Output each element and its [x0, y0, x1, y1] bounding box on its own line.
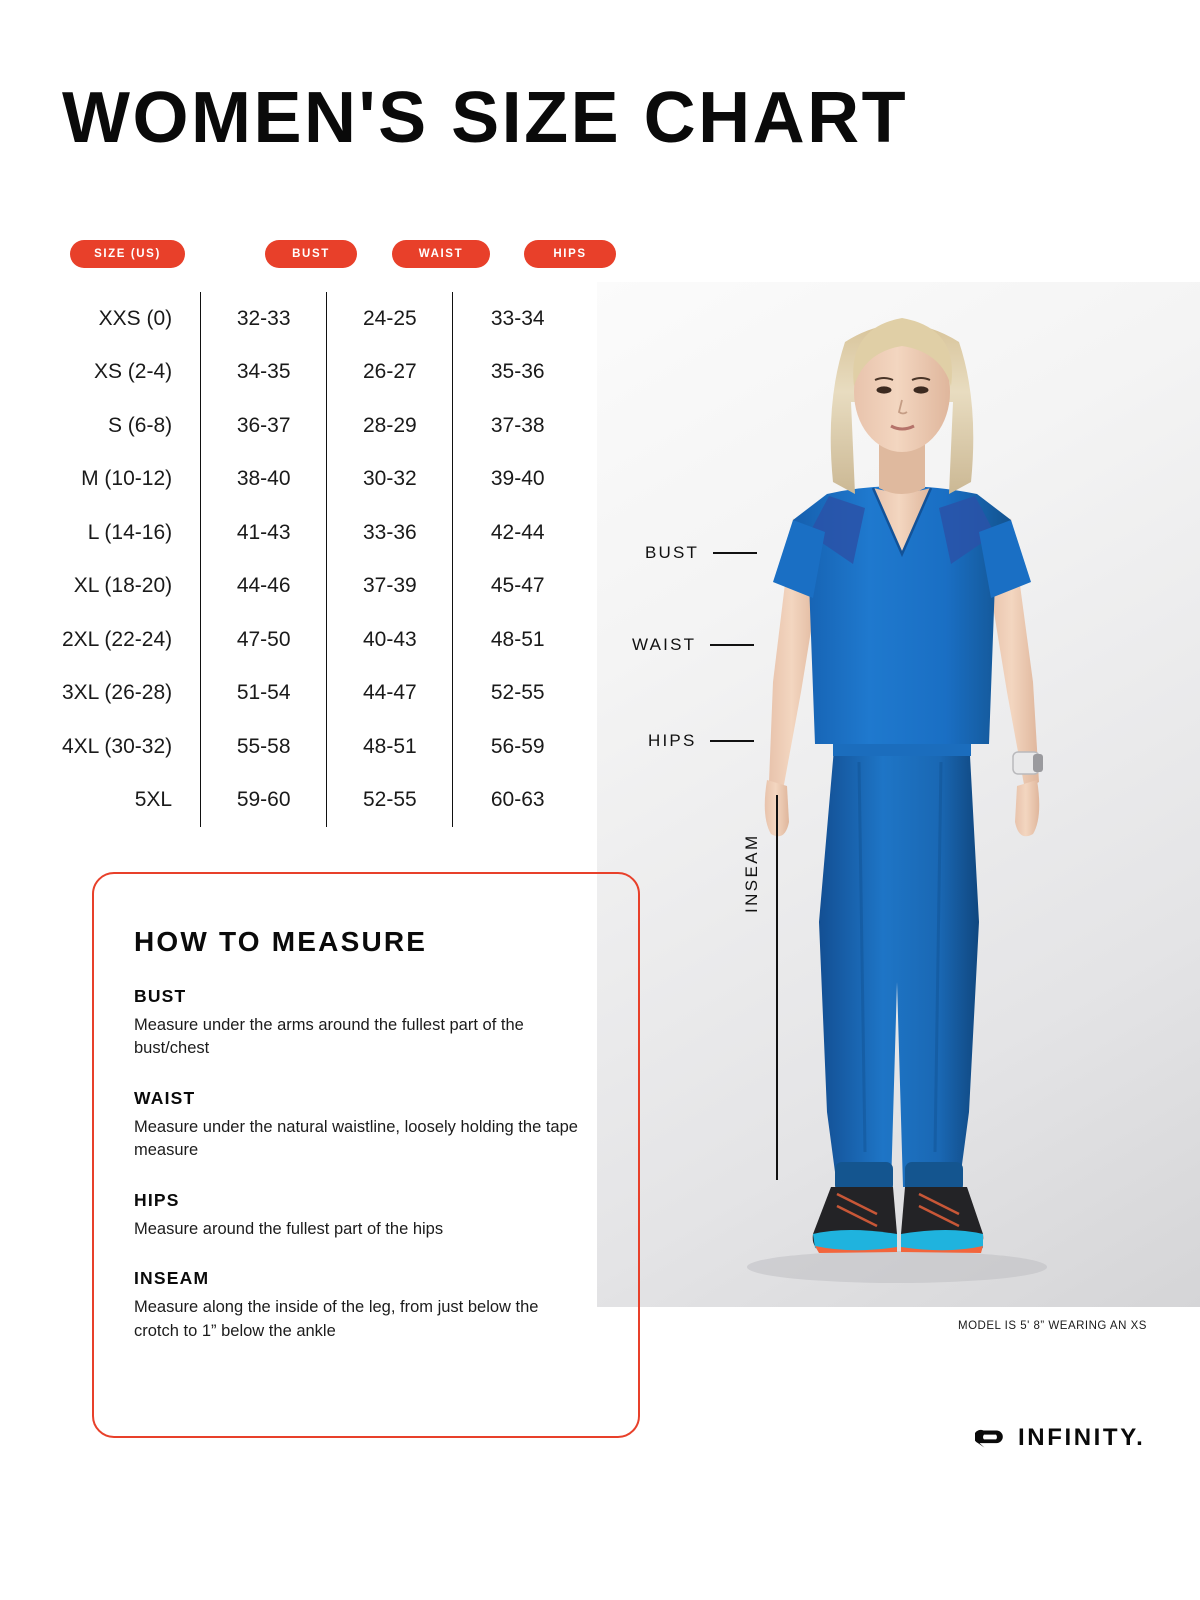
- table-row: 3XL (26-28) 51-54 44-47 52-55: [62, 666, 582, 720]
- table-row: S (6-8) 36-37 28-29 37-38: [62, 399, 582, 453]
- measure-term-waist: WAIST: [134, 1087, 196, 1108]
- column-header-bust: BUST: [265, 240, 357, 268]
- cell-hips: 56-59: [452, 720, 582, 774]
- infinity-loop-icon: [975, 1429, 1003, 1448]
- cell-waist: 52-55: [326, 773, 453, 827]
- cell-bust: 41-43: [200, 506, 327, 560]
- cell-waist: 24-25: [326, 292, 453, 346]
- cell-hips: 37-38: [452, 399, 582, 453]
- callout-hips: HIPS: [648, 731, 755, 751]
- cell-waist: 28-29: [326, 399, 453, 453]
- model-caption: MODEL IS 5' 8” WEARING AN XS: [958, 1320, 1147, 1332]
- cell-waist: 30-32: [326, 452, 453, 506]
- cell-hips: 45-47: [452, 559, 582, 613]
- table-row: 5XL 59-60 52-55 60-63: [62, 773, 582, 827]
- table-row: M (10-12) 38-40 30-32 39-40: [62, 452, 582, 506]
- callout-bust-label: BUST: [645, 543, 700, 562]
- cell-bust: 44-46: [200, 559, 327, 613]
- measure-desc-inseam: Measure along the inside of the leg, fro…: [134, 1298, 539, 1340]
- measure-desc-hips: Measure around the fullest part of the h…: [134, 1219, 444, 1238]
- table-row: XXS (0) 32-33 24-25 33-34: [62, 292, 582, 346]
- callout-inseam-label: INSEAM: [742, 833, 761, 913]
- v-neck: [873, 488, 931, 554]
- model-illustration: [747, 318, 1047, 1283]
- model-photo-panel: [597, 282, 1200, 1307]
- cell-bust: 32-33: [200, 292, 327, 346]
- table-row: L (14-16) 41-43 33-36 42-44: [62, 506, 582, 560]
- cell-size: 3XL (26-28): [62, 681, 173, 705]
- cell-size: XL (18-20): [73, 574, 173, 598]
- cell-size: 4XL (30-32): [62, 734, 173, 758]
- cell-size: S (6-8): [107, 413, 173, 437]
- cell-size: XXS (0): [98, 306, 173, 330]
- cell-waist: 37-39: [326, 559, 453, 613]
- cell-hips: 52-55: [452, 666, 582, 720]
- cell-waist: 44-47: [326, 666, 453, 720]
- cell-bust: 34-35: [200, 345, 327, 399]
- leader-line-icon: [710, 740, 755, 742]
- callout-waist-label: WAIST: [632, 635, 697, 654]
- cell-size: L (14-16): [87, 520, 173, 544]
- how-to-measure-title: HOW TO MEASURE: [134, 926, 428, 957]
- measure-term-hips: HIPS: [134, 1189, 180, 1210]
- column-header-size: SIZE (US): [70, 240, 185, 268]
- cell-size: M (10-12): [81, 467, 173, 491]
- table-row: XS (2-4) 34-35 26-27 35-36: [62, 345, 582, 399]
- cell-bust: 59-60: [200, 773, 327, 827]
- brand-logo: INFINITY.: [975, 1424, 1145, 1452]
- column-header-waist: WAIST: [392, 240, 490, 268]
- measure-term-inseam: INSEAM: [134, 1268, 210, 1289]
- size-chart-table: XXS (0) 32-33 24-25 33-34 XS (2-4) 34-35…: [62, 292, 582, 827]
- cell-size: 5XL: [134, 788, 173, 812]
- cell-bust: 47-50: [200, 613, 327, 667]
- cell-bust: 51-54: [200, 666, 327, 720]
- table-row: 4XL (30-32) 55-58 48-51 56-59: [62, 720, 582, 774]
- cell-bust: 55-58: [200, 720, 327, 774]
- cell-size: 2XL (22-24): [62, 627, 173, 651]
- cell-hips: 35-36: [452, 345, 582, 399]
- page-title: WOMEN'S SIZE CHART: [62, 78, 909, 158]
- leader-line-icon: [710, 644, 755, 646]
- cell-size: XS (2-4): [93, 360, 173, 384]
- measure-desc-waist: Measure under the natural waistline, loo…: [134, 1117, 578, 1160]
- column-header-hips: HIPS: [524, 240, 616, 268]
- cell-waist: 48-51: [326, 720, 453, 774]
- how-to-measure-box: HOW TO MEASURE BUST Measure under the ar…: [92, 872, 640, 1438]
- cell-waist: 40-43: [326, 613, 453, 667]
- table-header-pills: SIZE (US) BUST WAIST HIPS: [62, 240, 616, 270]
- inseam-measure-line-icon: [776, 795, 778, 1180]
- cell-bust: 38-40: [200, 452, 327, 506]
- cell-hips: 39-40: [452, 452, 582, 506]
- table-row: XL (18-20) 44-46 37-39 45-47: [62, 559, 582, 613]
- cell-waist: 33-36: [326, 506, 453, 560]
- cell-hips: 42-44: [452, 506, 582, 560]
- measure-desc-bust: Measure under the arms around the fulles…: [134, 1016, 524, 1058]
- cell-hips: 60-63: [452, 773, 582, 827]
- cell-hips: 48-51: [452, 613, 582, 667]
- cell-waist: 26-27: [326, 345, 453, 399]
- scrub-pants: [819, 737, 979, 1187]
- callout-waist: WAIST: [632, 635, 755, 655]
- callout-bust: BUST: [645, 543, 758, 563]
- face: [854, 332, 950, 452]
- table-row: 2XL (22-24) 47-50 40-43 48-51: [62, 613, 582, 667]
- measure-term-bust: BUST: [134, 986, 187, 1006]
- callout-hips-label: HIPS: [648, 731, 697, 750]
- leader-line-icon: [713, 552, 758, 554]
- brand-name: INFINITY.: [1018, 1424, 1146, 1451]
- cell-bust: 36-37: [200, 399, 327, 453]
- cell-hips: 33-34: [452, 292, 582, 346]
